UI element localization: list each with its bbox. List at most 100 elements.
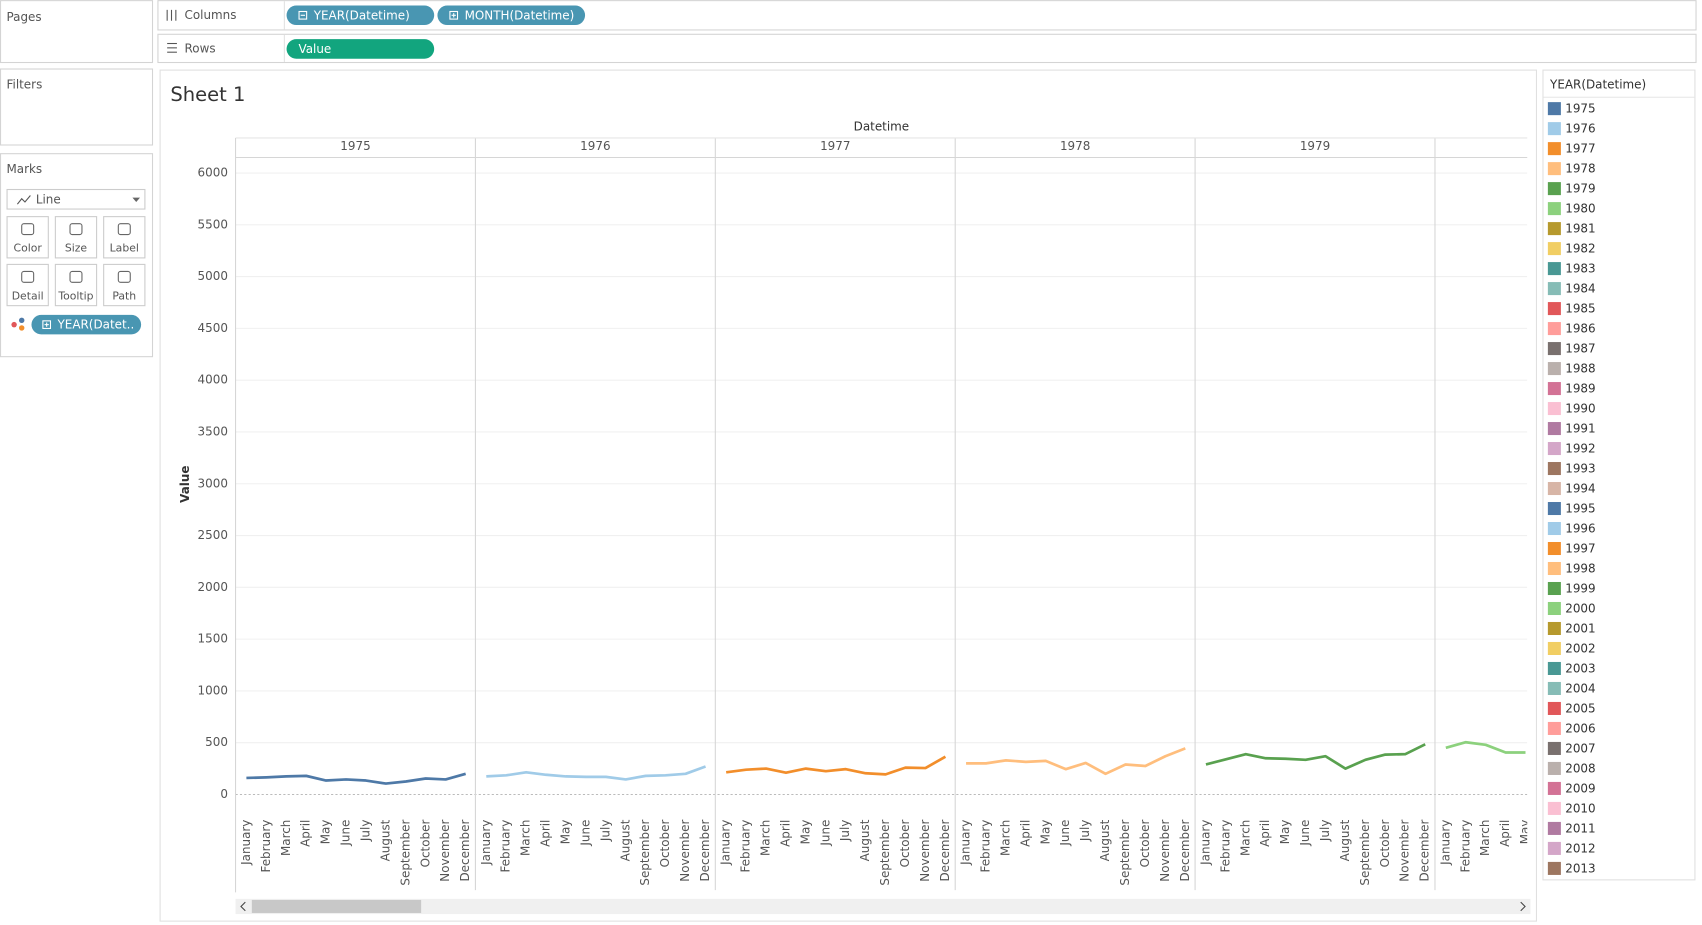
legend-swatch [1547,801,1561,815]
marks-button-label[interactable]: Size [65,242,88,255]
legend-swatch [1547,581,1561,596]
legend-label[interactable]: 1977 [1565,142,1595,156]
legend-label[interactable]: 1995 [1565,502,1595,516]
legend-label[interactable]: 2010 [1565,801,1595,815]
x-tick-label: February [978,820,992,873]
legend-label[interactable]: 1988 [1565,362,1595,376]
legend-label[interactable]: 2006 [1565,722,1595,736]
legend-label[interactable]: 1975 [1565,102,1595,116]
scroll-right[interactable] [1520,901,1526,912]
scrollbar-thumb[interactable] [251,899,422,913]
legend-swatch [1547,422,1561,436]
x-tick-label: July [598,820,612,842]
x-tick-label: February [1218,820,1232,873]
legend-label[interactable]: 1979 [1565,182,1595,196]
x-tick-label: January [959,820,973,866]
legend-label[interactable]: 2001 [1565,622,1595,636]
legend-label[interactable]: 1997 [1565,542,1595,556]
row-pill[interactable] [286,39,435,59]
legend-label[interactable]: 1978 [1565,162,1595,176]
legend-label[interactable]: 1990 [1565,402,1595,416]
legend-label[interactable]: 1984 [1565,282,1595,296]
legend-label[interactable]: 1981 [1565,222,1595,236]
pill-icon [298,10,308,20]
x-tick-label: August [858,819,872,861]
color-pill[interactable] [31,314,142,335]
marks-button[interactable] [103,263,146,307]
legend-label[interactable]: 1989 [1565,382,1595,396]
series-line [1445,740,1526,754]
legend-label[interactable]: 2012 [1565,841,1595,855]
x-tick-label: September [398,820,412,886]
legend-label[interactable]: 1999 [1565,582,1595,596]
x-tick-label: March [759,820,773,856]
legend-label[interactable]: 2003 [1565,662,1595,676]
x-tick-label: September [878,820,892,886]
legend-label[interactable]: 2008 [1565,761,1595,775]
marks-button-label[interactable]: Color [14,242,43,255]
x-tick-label: February [1458,820,1472,873]
marks-button-label[interactable]: Label [110,242,139,255]
panel-header: 1979 [1300,139,1330,153]
legend-label[interactable]: 1985 [1565,302,1595,316]
legend-label[interactable]: 1983 [1565,262,1595,276]
scrollbar-track[interactable] [235,898,1531,915]
x-tick-label: September [638,820,652,886]
x-tick-label: January [719,820,733,866]
marks-button-label[interactable]: Detail [12,289,44,302]
legend-label[interactable]: 1987 [1565,342,1595,356]
x-tick-label: March [998,820,1012,856]
legend-label[interactable]: 2004 [1565,682,1595,696]
legend-label[interactable]: 1976 [1565,122,1595,136]
legend-label[interactable]: 1998 [1565,562,1595,576]
legend-label[interactable]: 2000 [1565,602,1595,616]
y-tick-label: 5500 [198,217,228,231]
legend-swatch [1547,522,1561,536]
legend-label[interactable]: 2002 [1565,642,1595,656]
mark-type[interactable]: Line [36,192,61,206]
legend-label[interactable]: 1996 [1565,522,1595,536]
legend-label[interactable]: 2013 [1565,861,1595,875]
legend-label[interactable]: 2007 [1565,741,1595,755]
legend-swatch [1547,502,1561,516]
x-tick-label: April [1258,820,1272,847]
legend-label[interactable]: 1980 [1565,202,1595,216]
legend-label[interactable]: 1986 [1565,322,1595,336]
x-tick-label: December [1418,820,1432,882]
legend-label[interactable]: 1982 [1565,242,1595,256]
x-tick-label: March [1238,820,1252,856]
legend-label[interactable]: 2005 [1565,702,1595,716]
marks-button-icon [117,223,131,236]
legend-swatch [1547,601,1561,616]
x-tick-label: January [239,820,253,866]
row-pill-label[interactable]: Value [299,42,332,56]
x-tick-label: August [1098,819,1112,861]
column-pill[interactable] [437,5,586,26]
columns-label: Columns [185,8,237,22]
column-pill[interactable] [286,5,435,26]
legend-label[interactable]: 1993 [1565,462,1595,476]
legend-swatch [1547,841,1561,855]
mark-type-dropdown[interactable] [6,188,146,210]
x-tick-label: July [1318,820,1332,842]
legend-label[interactable]: 1994 [1565,482,1595,496]
sheet-title: Sheet 1 [170,83,245,106]
x-tick-label: May [319,820,333,845]
legend-label[interactable]: 1991 [1565,422,1595,436]
column-pill-label[interactable]: YEAR(Datetime) [313,8,410,22]
x-tick-label: June [1058,820,1072,847]
legend-swatch [1547,302,1561,316]
marks-button-icon [69,223,83,236]
scroll-left[interactable] [240,901,246,912]
legend-swatch [1547,122,1561,136]
marks-button-label[interactable]: Path [112,289,136,302]
legend-label[interactable]: 2009 [1565,781,1595,795]
column-pill-label[interactable]: MONTH(Datetime) [465,8,575,22]
marks-button-label[interactable]: Tooltip [57,289,93,302]
series-line [966,747,1186,776]
color-pill-label[interactable]: YEAR(Datet.. [57,318,135,332]
legend-label[interactable]: 1992 [1565,442,1595,456]
legend-label[interactable]: 2011 [1565,821,1595,835]
y-axis-title: Value [178,466,192,503]
marks-button[interactable] [54,216,98,259]
